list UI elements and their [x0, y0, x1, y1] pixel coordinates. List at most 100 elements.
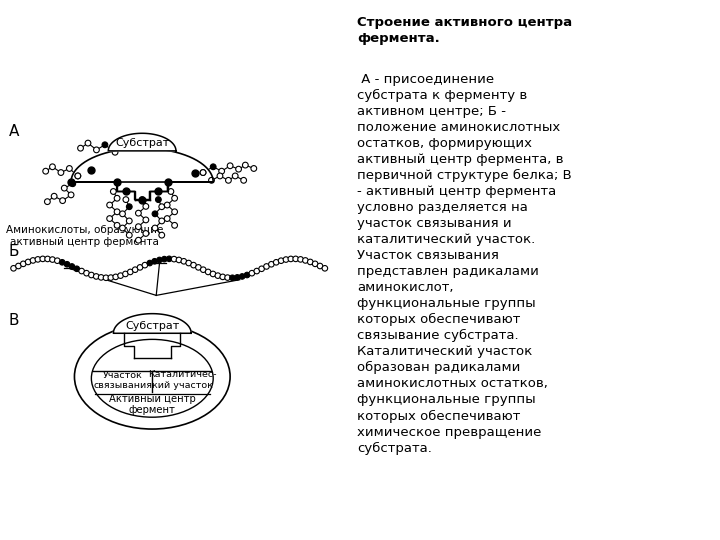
Circle shape [138, 265, 143, 270]
Circle shape [209, 178, 215, 183]
Circle shape [94, 274, 99, 279]
Circle shape [172, 209, 178, 215]
Circle shape [228, 163, 233, 168]
Circle shape [159, 218, 165, 224]
Circle shape [171, 256, 177, 262]
Circle shape [30, 258, 36, 263]
Circle shape [94, 147, 99, 153]
Circle shape [110, 188, 116, 194]
Circle shape [200, 170, 206, 176]
Circle shape [161, 256, 167, 262]
Text: Активный центр
фермент: Активный центр фермент [109, 394, 196, 415]
Circle shape [249, 271, 255, 276]
Circle shape [210, 271, 216, 276]
Circle shape [235, 166, 241, 172]
Circle shape [200, 267, 206, 273]
Circle shape [159, 204, 165, 210]
Circle shape [164, 202, 170, 208]
Circle shape [143, 204, 149, 210]
Circle shape [35, 256, 40, 262]
Circle shape [55, 258, 60, 264]
Circle shape [254, 268, 259, 274]
Text: А - присоединение
субстрата к ферменту в
активном центре; Б -
положение аминокис: А - присоединение субстрата к ферменту в… [357, 73, 572, 455]
Circle shape [322, 266, 328, 271]
Circle shape [302, 258, 308, 263]
Circle shape [75, 173, 81, 179]
Circle shape [168, 188, 174, 194]
Circle shape [156, 197, 161, 202]
Circle shape [176, 257, 181, 263]
Circle shape [70, 181, 76, 187]
Circle shape [20, 261, 26, 267]
Circle shape [135, 210, 141, 216]
Text: А: А [9, 124, 19, 139]
Circle shape [243, 162, 248, 168]
Circle shape [42, 168, 48, 174]
Circle shape [127, 218, 132, 224]
Circle shape [68, 192, 74, 198]
Circle shape [102, 142, 108, 147]
Polygon shape [108, 133, 176, 151]
Circle shape [274, 260, 279, 265]
Circle shape [58, 170, 64, 176]
Circle shape [118, 273, 123, 279]
Circle shape [139, 197, 145, 202]
Circle shape [205, 269, 211, 275]
Circle shape [235, 275, 240, 280]
Circle shape [239, 274, 245, 279]
Text: Субстрат: Субстрат [125, 321, 179, 331]
Text: Аминокислоты, образующие
активный центр фермента: Аминокислоты, образующие активный центр … [6, 225, 163, 247]
Circle shape [283, 257, 289, 262]
Circle shape [307, 259, 313, 265]
Circle shape [60, 260, 65, 265]
Circle shape [230, 275, 235, 281]
Circle shape [123, 197, 129, 202]
Circle shape [312, 261, 318, 267]
Circle shape [143, 231, 149, 237]
Circle shape [318, 263, 323, 269]
Circle shape [89, 272, 94, 278]
Circle shape [225, 275, 230, 280]
Circle shape [103, 275, 109, 281]
Circle shape [120, 211, 125, 217]
Circle shape [200, 170, 206, 176]
Circle shape [288, 256, 294, 262]
Circle shape [114, 222, 120, 228]
Circle shape [181, 259, 186, 264]
Circle shape [186, 260, 192, 266]
Circle shape [127, 204, 132, 210]
Circle shape [107, 202, 112, 208]
Circle shape [152, 211, 158, 217]
Circle shape [219, 168, 225, 174]
Circle shape [210, 164, 216, 170]
Circle shape [50, 257, 55, 262]
Circle shape [215, 273, 220, 279]
Circle shape [114, 195, 120, 201]
Circle shape [50, 164, 55, 170]
Text: Б: Б [9, 244, 19, 259]
Circle shape [74, 266, 79, 272]
Circle shape [298, 256, 303, 262]
Circle shape [114, 209, 120, 215]
Circle shape [293, 256, 299, 262]
Circle shape [25, 259, 31, 265]
Circle shape [51, 193, 57, 199]
Circle shape [60, 198, 66, 204]
Circle shape [107, 215, 112, 221]
Circle shape [157, 257, 162, 263]
Circle shape [64, 261, 70, 267]
Circle shape [69, 264, 75, 269]
Circle shape [143, 217, 149, 223]
Circle shape [225, 178, 231, 183]
Circle shape [196, 265, 201, 270]
Circle shape [120, 225, 125, 231]
Circle shape [61, 185, 67, 191]
Circle shape [66, 166, 72, 171]
Circle shape [233, 173, 238, 179]
Circle shape [251, 166, 256, 171]
Circle shape [112, 150, 118, 155]
Circle shape [264, 264, 269, 269]
Text: Участок
связывания: Участок связывания [93, 371, 152, 390]
Circle shape [127, 269, 133, 275]
Circle shape [159, 232, 165, 238]
